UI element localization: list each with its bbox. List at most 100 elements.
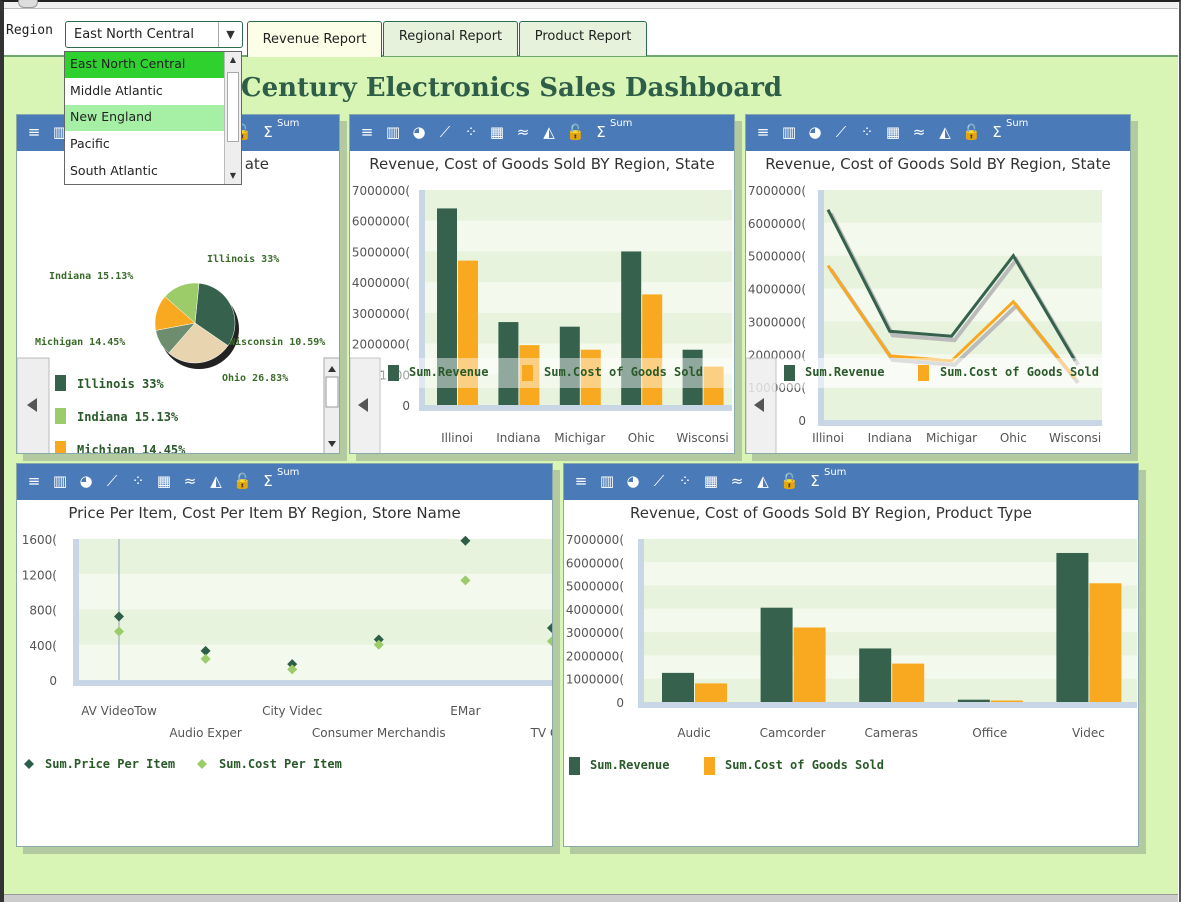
dropdown-option-pacific[interactable]: Pacific: [70, 136, 110, 151]
scatter-chart-icon[interactable]: ⁘: [678, 472, 692, 490]
dropdown-option-middle-atlantic[interactable]: Middle Atlantic: [70, 83, 163, 98]
bar[interactable]: [859, 648, 892, 702]
bar[interactable]: [458, 260, 478, 405]
bar-chart-icon[interactable]: ▥: [385, 123, 401, 141]
sort-icon[interactable]: ≡: [27, 472, 41, 490]
multi-line-icon[interactable]: ≈: [912, 123, 926, 141]
area-chart-icon[interactable]: ◭: [210, 472, 222, 490]
region-select[interactable]: East North Central ▼: [65, 21, 243, 48]
chevron-down-icon[interactable]: ▼: [218, 22, 242, 47]
scatter-point[interactable]: [114, 626, 124, 637]
scatter-point[interactable]: [373, 634, 384, 645]
pie-chart-icon[interactable]: ◕: [808, 123, 822, 141]
scatter-point[interactable]: [460, 535, 471, 546]
line-chart-icon[interactable]: ⟋: [439, 123, 451, 141]
bar-chart-icon[interactable]: ▥: [52, 123, 68, 141]
sum-icon[interactable]: Σ: [263, 472, 273, 490]
multi-line-icon[interactable]: ≈: [183, 472, 197, 490]
sort-icon[interactable]: ≡: [756, 123, 770, 141]
table-icon[interactable]: ▦: [489, 123, 505, 141]
multi-line-icon[interactable]: ≈: [730, 472, 744, 490]
bar[interactable]: [498, 322, 519, 405]
scroll-thumb[interactable]: [227, 72, 239, 142]
bar[interactable]: [621, 251, 642, 405]
sum-icon[interactable]: Σ: [992, 123, 1002, 141]
scatter-chart-icon[interactable]: ⁘: [131, 472, 145, 490]
window-control[interactable]: [18, 0, 38, 8]
pie-slice[interactable]: [194, 282, 236, 347]
chevron-left-icon[interactable]: [754, 398, 764, 412]
scatter-chart-icon[interactable]: ⁘: [464, 123, 478, 141]
scroll-thumb[interactable]: [325, 376, 339, 408]
multi-line-icon[interactable]: ≈: [516, 123, 530, 141]
lock-icon[interactable]: 🔓: [962, 123, 981, 141]
scroll-up-icon[interactable]: ▲: [229, 55, 237, 64]
pie-slice[interactable]: [164, 282, 200, 324]
scatter-point[interactable]: [547, 623, 553, 634]
area-chart-icon[interactable]: ◭: [543, 123, 555, 141]
chevron-left-icon[interactable]: [27, 398, 37, 412]
tab-product-report[interactable]: Product Report: [519, 21, 647, 56]
bar[interactable]: [662, 672, 694, 702]
line-chart-icon[interactable]: ⟋: [653, 472, 665, 490]
bar[interactable]: [682, 349, 703, 405]
bar-chart-icon[interactable]: ▥: [599, 472, 615, 490]
lock-icon[interactable]: 🔓: [566, 123, 585, 141]
scatter-point[interactable]: [547, 636, 553, 647]
lock-icon[interactable]: 🔓: [233, 472, 252, 490]
bar[interactable]: [990, 700, 1023, 703]
line-chart-icon[interactable]: ⟋: [106, 472, 118, 490]
table-icon[interactable]: ▦: [885, 123, 901, 141]
region-dropdown-list[interactable]: East North Central Middle Atlantic New E…: [64, 51, 242, 185]
bar[interactable]: [1089, 583, 1122, 702]
sum-icon[interactable]: Σ: [263, 123, 273, 141]
tab-regional-report[interactable]: Regional Report: [383, 21, 518, 56]
pie-chart-icon[interactable]: ◕: [412, 123, 426, 141]
sort-icon[interactable]: ≡: [360, 123, 374, 141]
bar[interactable]: [793, 627, 826, 702]
scatter-point[interactable]: [200, 653, 211, 664]
area-chart-icon[interactable]: ◭: [939, 123, 951, 141]
pie-chart-icon[interactable]: ◕: [626, 472, 640, 490]
bar[interactable]: [642, 294, 663, 405]
bar[interactable]: [760, 607, 793, 702]
dropdown-option-new-england[interactable]: New England: [65, 105, 225, 131]
scatter-point[interactable]: [287, 659, 298, 670]
scatter-point[interactable]: [287, 664, 298, 675]
line-chart-icon[interactable]: ⟋: [835, 123, 847, 141]
chevron-left-icon[interactable]: [358, 398, 368, 412]
bar[interactable]: [580, 349, 601, 405]
lock-icon[interactable]: 🔓: [780, 472, 799, 490]
bottom-scrollbar[interactable]: [4, 894, 1178, 902]
bar-chart-icon[interactable]: ▥: [781, 123, 797, 141]
dropdown-scrollbar[interactable]: ▲ ▼: [224, 52, 241, 184]
bar[interactable]: [703, 366, 724, 405]
dropdown-option-east-north-central[interactable]: East North Central: [65, 52, 225, 78]
series-line[interactable]: [826, 209, 1077, 362]
sort-icon[interactable]: ≡: [574, 472, 588, 490]
bar[interactable]: [892, 663, 925, 702]
scroll-down-icon[interactable]: [328, 441, 336, 447]
scatter-point[interactable]: [460, 575, 471, 586]
scatter-chart-icon[interactable]: ⁘: [860, 123, 874, 141]
table-icon[interactable]: ▦: [156, 472, 172, 490]
scatter-point[interactable]: [200, 645, 211, 656]
bar[interactable]: [1056, 552, 1089, 702]
area-chart-icon[interactable]: ◭: [757, 472, 769, 490]
scroll-up-icon[interactable]: [328, 366, 336, 372]
pie-chart-icon[interactable]: ◕: [79, 472, 93, 490]
dropdown-option-south-atlantic[interactable]: South Atlantic: [70, 163, 158, 178]
bar[interactable]: [957, 699, 990, 702]
bar[interactable]: [559, 326, 580, 405]
pie-slice[interactable]: [168, 322, 229, 364]
bar-chart-icon[interactable]: ▥: [52, 472, 68, 490]
scatter-point[interactable]: [373, 639, 384, 650]
tab-revenue-report[interactable]: Revenue Report: [247, 21, 382, 58]
sort-icon[interactable]: ≡: [27, 123, 41, 141]
bar[interactable]: [437, 208, 457, 405]
scatter-point[interactable]: [114, 611, 124, 622]
sum-icon[interactable]: Σ: [596, 123, 606, 141]
table-icon[interactable]: ▦: [703, 472, 719, 490]
bar[interactable]: [695, 683, 727, 702]
sum-icon[interactable]: Σ: [810, 472, 820, 490]
